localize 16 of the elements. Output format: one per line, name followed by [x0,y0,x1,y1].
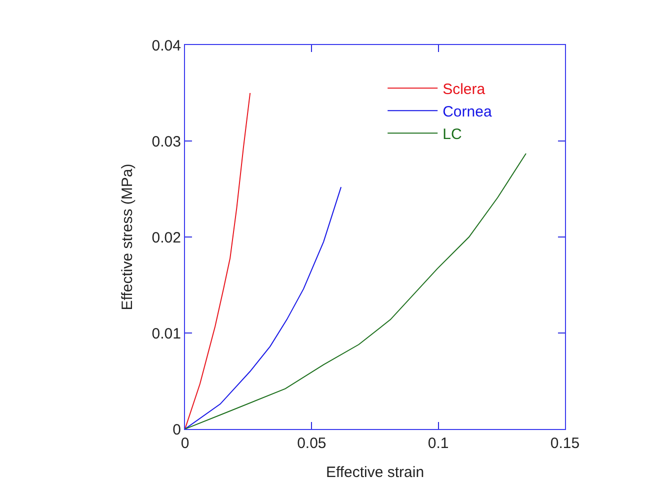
line-series [185,186,342,429]
line-series [185,152,526,429]
y-tick-label: 0.03 [152,133,181,150]
x-tick-label: 0.05 [297,435,326,452]
legend-label: Sclera [442,80,486,98]
y-tick-label: 0.04 [152,37,181,54]
x-axis-title: Effective strain [326,464,424,481]
y-tick-label: 0 [172,421,181,438]
y-tick-label: 0.01 [152,325,181,342]
y-tick-label: 0.02 [152,229,181,246]
x-tick-label: 0.15 [550,435,580,452]
x-tick-label: 0.1 [428,435,449,452]
legend-label: Cornea [442,103,492,120]
legend-label: LC [442,126,462,143]
line-series [185,92,251,429]
y-axis-title: Effective stress (MPa) [119,164,136,310]
